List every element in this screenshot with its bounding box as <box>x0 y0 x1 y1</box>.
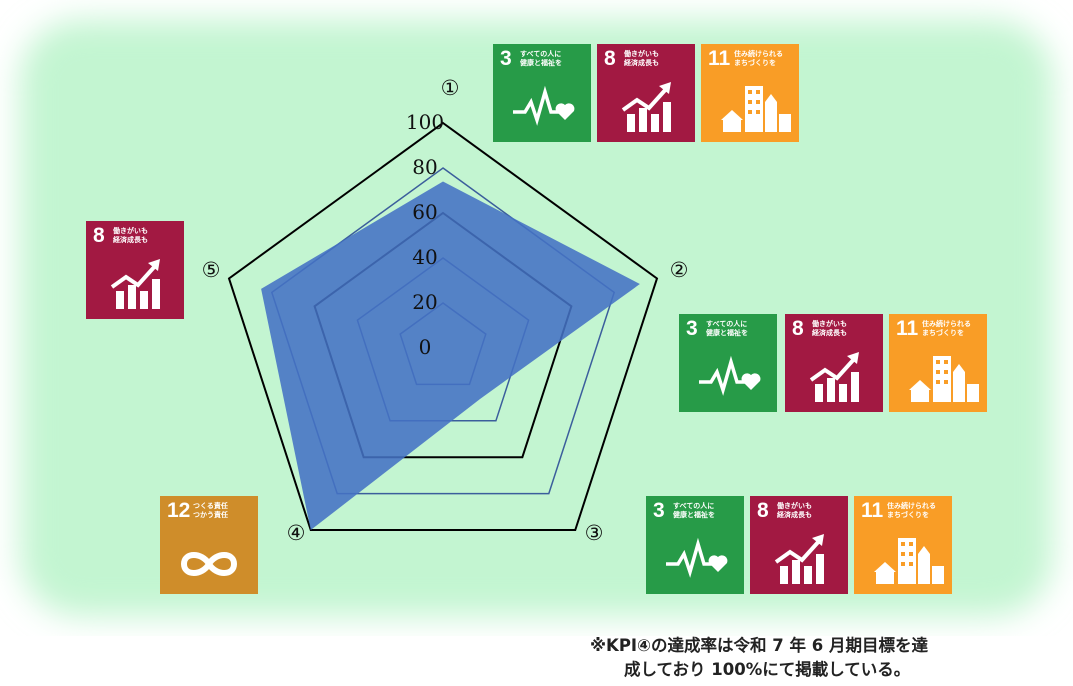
sdg-goal-text: 働きがいも 経済成長も <box>624 50 659 67</box>
series-area-0 <box>261 181 640 531</box>
sdg-goal-number: 8 <box>757 499 769 522</box>
sdg-goal12-tile-axis4: 12 つくる責任 つかう責任 <box>160 496 258 594</box>
sdg-goal-number: 8 <box>792 317 804 340</box>
footnote: ※KPI④の達成率は令和 7 年 6 月期目標を達 成しており 100%にて掲載… <box>590 634 1060 682</box>
r-tick-label-20: 20 <box>412 290 437 314</box>
sdg-goal11-tile-axis1: 11 住み続けられる まちづくりを <box>701 44 799 142</box>
sdg-goal3-tile-axis1: 3 すべての人に 健康と福祉を <box>493 44 591 142</box>
sdg-goal-number: 11 <box>861 499 884 522</box>
sdg-goal3-tile-axis3: 3 すべての人に 健康と福祉を <box>646 496 744 594</box>
sdg-goal-text: つくる責任 つかう責任 <box>193 502 228 519</box>
sdg-goal-text: すべての人に 健康と福祉を <box>520 50 562 67</box>
sdg-goal-number: 3 <box>653 499 665 522</box>
axis-label-5: ⑤ <box>202 258 221 282</box>
footnote-line-2: 成しており 100%にて掲載している。 <box>624 660 911 679</box>
axis-label-1: ① <box>441 76 460 100</box>
sdg-goal-text: 働きがいも 経済成長も <box>812 320 847 337</box>
sdg-goal8-tile-axis5: 8 働きがいも 経済成長も <box>86 221 184 319</box>
sdg-goal-number: 3 <box>500 47 512 70</box>
footnote-line-1: ※KPI④の達成率は令和 7 年 6 月期目標を達 <box>590 636 928 655</box>
sdg-goal-number: 11 <box>708 47 731 70</box>
sdg-goal8-tile-axis3: 8 働きがいも 経済成長も <box>750 496 848 594</box>
sdg-goal-number: 8 <box>604 47 616 70</box>
sdg-goal-text: 住み続けられる まちづくりを <box>922 320 971 337</box>
sdg-goal-text: 住み続けられる まちづくりを <box>887 502 936 519</box>
radar-chart: 0 20 40 60 80 100 ① ② ③ ④ ⑤ <box>202 76 689 545</box>
r-tick-label-40: 40 <box>412 245 437 269</box>
axis-label-2: ② <box>670 258 689 282</box>
sdg-goal3-tile-axis2: 3 すべての人に 健康と福祉を <box>679 314 777 412</box>
axis-label-4: ④ <box>287 521 306 545</box>
r-tick-label-100: 100 <box>406 110 444 134</box>
sdg-goal-number: 3 <box>686 317 698 340</box>
sdg-goal8-tile-axis2: 8 働きがいも 経済成長も <box>785 314 883 412</box>
sdg-goal-text: すべての人に 健康と福祉を <box>706 320 748 337</box>
axis-label-3: ③ <box>585 521 604 545</box>
sdg-goal-text: すべての人に 健康と福祉を <box>673 502 715 519</box>
sdg-goal-text: 働きがいも 経済成長も <box>113 227 148 244</box>
r-tick-label-60: 60 <box>412 200 437 224</box>
sdg-goal-text: 働きがいも 経済成長も <box>777 502 812 519</box>
sdg-goal11-tile-axis3: 11 住み続けられる まちづくりを <box>854 496 952 594</box>
sdg-goal-number: 11 <box>896 317 919 340</box>
sdg-goal-number: 12 <box>167 499 191 522</box>
sdg-goal-text: 住み続けられる まちづくりを <box>734 50 783 67</box>
r-tick-label-80: 80 <box>412 155 437 179</box>
r-tick-label-0: 0 <box>419 335 432 359</box>
grid-ring-100 <box>227 121 659 532</box>
sdg-goal8-tile-axis1: 8 働きがいも 経済成長も <box>597 44 695 142</box>
sdg-goal11-tile-axis2: 11 住み続けられる まちづくりを <box>889 314 987 412</box>
sdg-goal-number: 8 <box>93 224 105 247</box>
